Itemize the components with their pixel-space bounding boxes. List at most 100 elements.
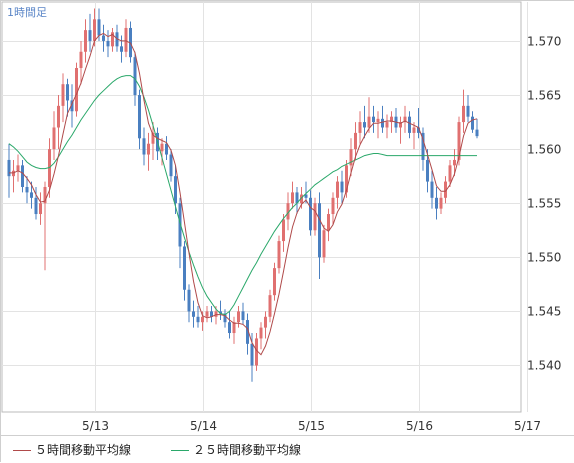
candle-body [327, 214, 330, 231]
candle-body [264, 316, 267, 328]
candle-body [345, 165, 348, 193]
x-axis-ticks: 5/13 5/14 5/15 5/16 5/17 [82, 419, 541, 433]
x-tick-label: 5/15 [298, 419, 325, 433]
candle-body [165, 143, 168, 155]
y-tick-label: 1.540 [527, 359, 561, 373]
candle-body [21, 165, 24, 187]
candle-body [228, 322, 231, 334]
candle-body [178, 203, 182, 247]
candle-body [57, 105, 60, 128]
candle-body [475, 129, 479, 137]
candle-body [412, 127, 416, 133]
candle-body [471, 116, 474, 130]
candle-body [304, 194, 308, 198]
candle-body [151, 132, 155, 144]
candle-body [210, 311, 213, 317]
x-tick-label: 5/16 [406, 419, 433, 433]
candle-body [39, 203, 42, 215]
candle-body [93, 19, 96, 41]
legend-item-ma5: ５時間移動平均線 [13, 441, 131, 458]
candle-body [43, 186, 47, 204]
candle-body [124, 27, 128, 52]
candle-body [219, 311, 222, 314]
ma5-line [9, 32, 478, 356]
candle-body [448, 165, 452, 182]
candle-body [232, 322, 236, 334]
candle-body [273, 268, 276, 296]
candle-body [61, 84, 65, 106]
y-tick-label: 1.555 [527, 197, 561, 211]
candle-body [25, 186, 29, 193]
candle-body [466, 105, 470, 117]
y-axis-ticks: 1.540 1.545 1.550 1.555 1.560 1.565 1.570 [527, 35, 561, 373]
candle-body [214, 311, 218, 317]
x-tick-label: 5/17 [514, 419, 541, 433]
candle-body [309, 197, 312, 231]
legend-swatch-ma5 [13, 450, 31, 451]
candle-body [408, 116, 411, 133]
candle-body [106, 40, 110, 47]
candle-body [444, 181, 447, 198]
candle-body [430, 181, 434, 198]
legend-item-ma25: ２５時間移動平均線 [171, 441, 301, 458]
candle-body [300, 194, 303, 204]
candle-body [102, 35, 105, 41]
candle-body [34, 197, 38, 215]
legend: ５時間移動平均線 ２５時間移動平均線 [1, 435, 574, 463]
candle-body [390, 116, 393, 123]
ma-layer [8, 32, 478, 356]
candle-body [192, 311, 195, 317]
candle-body [363, 122, 366, 128]
candle-body [66, 84, 69, 101]
candle-body [133, 57, 137, 96]
candle-body [421, 132, 425, 160]
candle-body [97, 19, 101, 36]
candle-body [160, 143, 164, 152]
candle-body [223, 313, 227, 323]
candle-body [246, 320, 249, 344]
candle-body [376, 118, 380, 123]
candle-body [277, 241, 281, 269]
candle-body [268, 295, 272, 317]
candle-body [385, 122, 389, 128]
y-tick-label: 1.550 [527, 251, 561, 265]
legend-swatch-ma25 [171, 450, 189, 451]
candle-body [286, 203, 290, 220]
candle-body [435, 197, 438, 209]
candle-body [282, 219, 285, 242]
candle-layer [7, 8, 479, 382]
x-tick-label: 5/14 [190, 419, 217, 433]
candle-body [417, 127, 420, 133]
candle-body [16, 165, 20, 171]
candle-body [196, 316, 200, 323]
y-tick-label: 1.545 [527, 305, 561, 319]
candle-body [255, 338, 258, 366]
candle-body [336, 181, 339, 198]
candle-body [457, 122, 461, 160]
candle-body [183, 246, 186, 290]
candle-body [372, 116, 375, 123]
candle-body [70, 100, 74, 112]
candle-body [142, 138, 146, 155]
period-label: 1時間足 [7, 6, 47, 19]
candle-body [367, 116, 371, 128]
candle-body [241, 311, 245, 321]
y-tick-label: 1.560 [527, 143, 561, 157]
candle-body [354, 132, 357, 150]
candle-body [403, 116, 407, 123]
candle-body [138, 95, 141, 139]
ma25-line [8, 75, 477, 316]
candle-body [426, 159, 429, 182]
candle-body [381, 118, 384, 128]
candle-body [111, 32, 114, 47]
candle-body [331, 197, 335, 215]
candle-body [340, 181, 344, 193]
candle-body [120, 46, 123, 52]
candle-body [237, 311, 240, 323]
candle-body [187, 289, 191, 312]
candle-body [349, 149, 353, 166]
candle-body [313, 203, 317, 231]
candle-body [7, 159, 11, 177]
candle-body [201, 316, 204, 323]
